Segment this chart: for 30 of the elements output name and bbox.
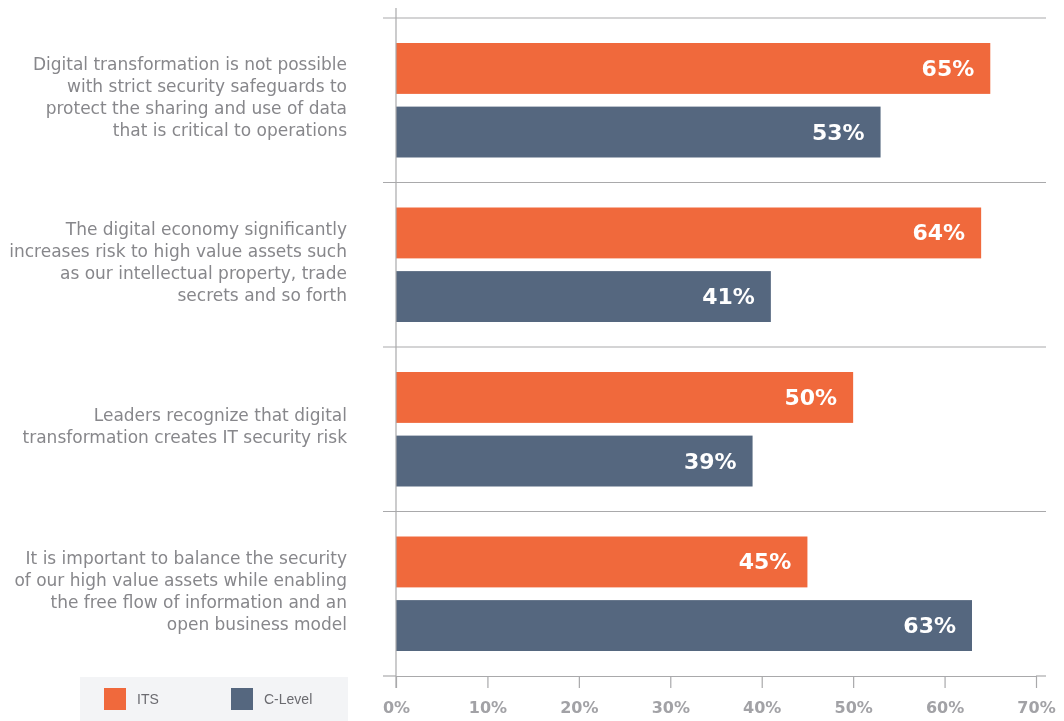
data-label: 53% bbox=[811, 119, 865, 145]
bar bbox=[396, 106, 881, 158]
x-tick-label: 60% bbox=[925, 698, 965, 718]
data-label: 45% bbox=[738, 549, 792, 575]
bar bbox=[396, 536, 808, 588]
x-tick-label: 40% bbox=[743, 698, 782, 718]
data-label: 39% bbox=[683, 448, 737, 474]
y-tick-label: It is important to balance the security of our high value assets while enabling the free flow of information and an open business model bbox=[14, 547, 347, 634]
x-tick-label: 0% bbox=[382, 698, 411, 718]
legend-label: C-Level bbox=[264, 691, 313, 707]
bar bbox=[396, 372, 854, 423]
y-tick-label: The digital economy significantly increases risk to high value assets such as our intellectual property, trade secrets and so forth bbox=[9, 218, 347, 305]
x-tick-label: 10% bbox=[468, 698, 508, 718]
bar bbox=[396, 207, 982, 259]
x-tick-label: 30% bbox=[651, 698, 690, 718]
y-tick-label: Digital transformation is not possible with strict security safeguards to protect the sharing and use of data that is critical to operations bbox=[32, 54, 348, 141]
data-label: 65% bbox=[921, 55, 975, 81]
data-label: 64% bbox=[912, 220, 966, 246]
bar bbox=[396, 43, 991, 94]
x-tick-label: 70% bbox=[1017, 698, 1056, 718]
x-tick-label: 20% bbox=[560, 698, 599, 718]
y-tick-label: Leaders recognize that digital transformation creates IT security risk bbox=[22, 405, 348, 448]
bar bbox=[396, 600, 972, 651]
bar bbox=[396, 435, 753, 487]
bar bbox=[396, 271, 771, 322]
data-label: 50% bbox=[784, 384, 838, 410]
legend-label: ITS bbox=[137, 691, 159, 707]
data-label: 41% bbox=[702, 284, 755, 310]
x-tick-label: 50% bbox=[834, 698, 873, 718]
data-label: 63% bbox=[903, 613, 956, 639]
